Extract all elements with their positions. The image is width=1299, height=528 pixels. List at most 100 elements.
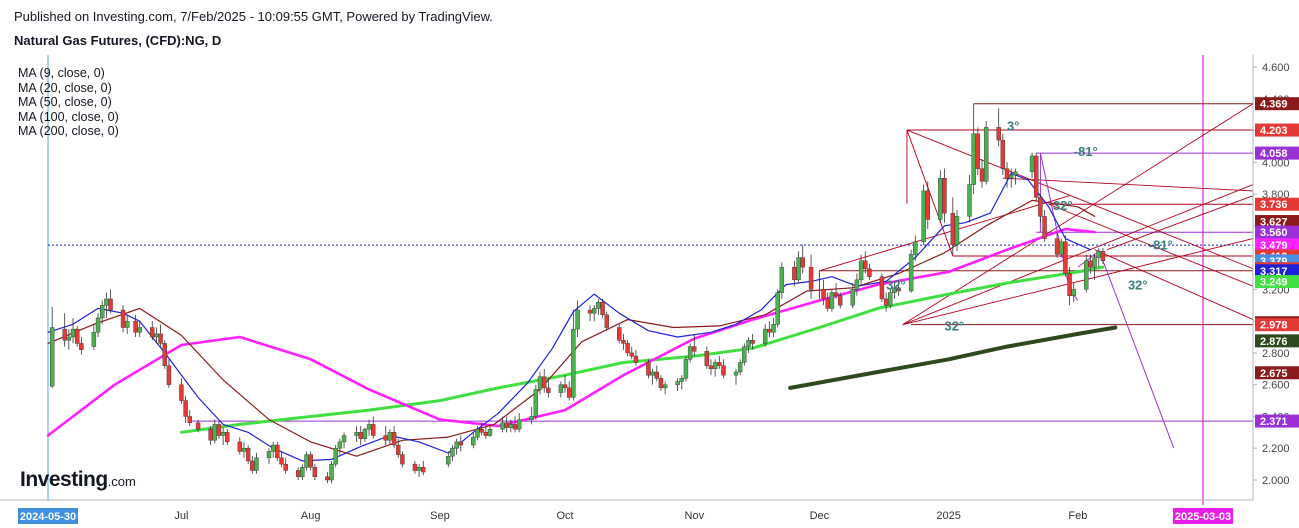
ma9-line	[47, 172, 1092, 462]
logo-name: Investing	[20, 468, 108, 491]
candle-133	[863, 251, 868, 274]
candle-21	[183, 395, 188, 423]
candle-body	[558, 384, 564, 393]
candle-body	[479, 428, 484, 433]
candle-body	[896, 287, 901, 292]
candle-25	[212, 419, 217, 444]
candle-79	[541, 368, 547, 393]
candle-body	[225, 432, 230, 443]
candle-111	[733, 368, 739, 385]
candle-body	[358, 432, 363, 439]
candle-37	[279, 451, 284, 468]
candle-body	[879, 276, 885, 300]
candle-body	[1067, 273, 1072, 296]
candle-body	[1004, 168, 1010, 179]
candle-113	[742, 343, 747, 366]
candle-44	[325, 472, 330, 484]
y-tick-label-4: 2.800	[1262, 348, 1290, 360]
candle-body	[854, 279, 860, 290]
candle-84	[571, 310, 576, 401]
price-label-text: 4.203	[1260, 125, 1288, 137]
candle-body	[450, 448, 455, 457]
candle-body	[300, 467, 305, 478]
moving-averages	[46, 172, 1118, 462]
price-label-box	[1255, 197, 1299, 211]
candle-117	[767, 321, 772, 338]
candle-9	[104, 292, 109, 318]
candle-body	[1013, 171, 1018, 176]
price-label-11: 3.249	[1255, 275, 1299, 289]
candle-body	[825, 298, 830, 309]
candle-body	[475, 428, 480, 438]
candle-body	[333, 448, 338, 465]
candle-33	[254, 452, 259, 474]
candle-76	[529, 406, 534, 425]
candle-67	[475, 425, 480, 441]
candles	[49, 103, 1106, 484]
candle-body	[746, 340, 751, 347]
candle-body	[275, 444, 280, 458]
candle-139	[896, 279, 901, 296]
candle-134	[867, 263, 872, 280]
candle-body	[1063, 241, 1068, 274]
candle-body	[1000, 139, 1006, 169]
ma50-line	[46, 227, 1096, 437]
candle-body	[179, 384, 184, 401]
purple-line-2	[1098, 249, 1175, 449]
candle-body	[254, 457, 259, 471]
candle-141	[913, 235, 918, 261]
candle-body	[617, 327, 622, 341]
fib-line-9	[1106, 195, 1254, 251]
candle-94	[629, 346, 634, 360]
candle-5	[79, 337, 84, 355]
candle-18	[162, 340, 167, 369]
candle-81	[558, 381, 564, 398]
candle-105	[692, 333, 697, 357]
candle-153	[996, 108, 1001, 147]
candle-132	[858, 254, 864, 287]
candle-51	[362, 427, 368, 442]
candle-body	[537, 376, 543, 390]
x-marker-text: 2024-05-30	[20, 511, 76, 523]
candle-135	[879, 273, 885, 303]
candle-97	[650, 368, 655, 385]
candle-66	[471, 432, 476, 449]
candle-body	[562, 384, 568, 389]
candle-body	[979, 168, 985, 182]
price-label-text: 2.978	[1260, 320, 1288, 332]
candle-140	[908, 249, 914, 293]
candle-1	[62, 313, 67, 347]
candle-56	[391, 425, 397, 449]
candle-body	[771, 324, 776, 333]
candle-body	[938, 177, 943, 220]
candle-47	[337, 438, 343, 455]
price-label-5: 3.560	[1255, 225, 1299, 239]
x-tick-2: Sep	[430, 510, 450, 522]
candle-145	[942, 168, 947, 223]
candle-41	[304, 451, 309, 471]
angle-label-3: -81°	[1149, 238, 1173, 253]
price-label-text: 4.369	[1260, 99, 1288, 111]
price-label-box	[1255, 123, 1299, 137]
candle-body	[391, 432, 397, 446]
candle-body	[838, 295, 843, 306]
candle-124	[808, 254, 814, 299]
price-label-box	[1255, 238, 1299, 252]
price-label-text: 3.479	[1260, 240, 1288, 252]
price-label-16: 2.371	[1255, 414, 1299, 428]
ma20-line	[47, 199, 1096, 457]
x-marker-box	[18, 508, 78, 524]
candle-body	[704, 351, 710, 366]
legend-ma200: MA (200, close, 0)	[18, 124, 119, 138]
candle-107	[708, 359, 714, 376]
candle-142	[921, 184, 926, 245]
candle-body	[416, 467, 422, 471]
candle-77	[533, 384, 539, 420]
candle-body	[183, 400, 188, 417]
candle-body	[529, 416, 534, 420]
x-tick-1: Aug	[301, 510, 321, 522]
candle-body	[575, 309, 580, 330]
candle-157	[1013, 168, 1018, 185]
candle-90	[604, 311, 609, 331]
x-marker-box	[1173, 508, 1233, 524]
